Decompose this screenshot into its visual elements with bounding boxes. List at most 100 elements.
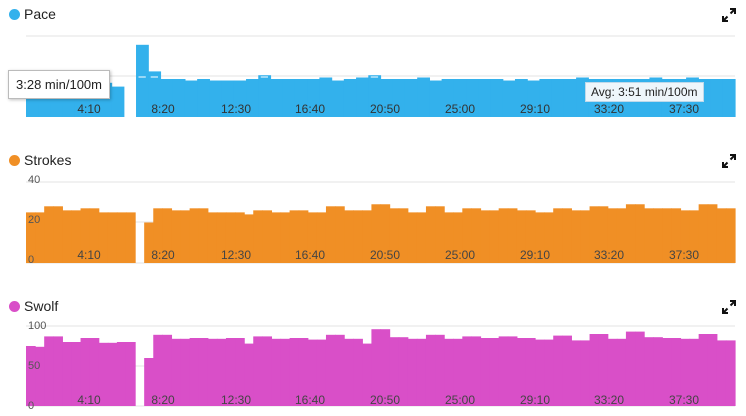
strokes-bar bbox=[125, 212, 136, 264]
strokes-panel: Strokes 40 20 0 4:10 8:20 12:30 16:40 20:50 25:0… bbox=[0, 146, 746, 276]
strokes-bar bbox=[298, 210, 309, 263]
swolf-bar bbox=[44, 336, 54, 406]
x-tick-label: 20:50 bbox=[370, 102, 400, 116]
swolf-bar bbox=[662, 338, 672, 406]
y-tick-label: 100 bbox=[28, 320, 46, 332]
swolf-bar bbox=[298, 338, 309, 406]
strokes-bar bbox=[162, 208, 173, 263]
pace-bar bbox=[319, 77, 333, 117]
swolf-bar bbox=[125, 342, 136, 406]
strokes-legend-dot bbox=[9, 155, 20, 166]
strokes-bar bbox=[516, 210, 527, 263]
strokes-bar bbox=[435, 206, 445, 263]
strokes-bar bbox=[80, 208, 91, 263]
strokes-bar bbox=[98, 212, 109, 264]
strokes-header: Strokes bbox=[0, 146, 746, 170]
pace-bar bbox=[429, 80, 443, 117]
strokes-bar bbox=[553, 208, 563, 263]
swolf-bar bbox=[598, 334, 609, 406]
pace-bar bbox=[539, 79, 553, 117]
strokes-bar bbox=[444, 212, 454, 264]
pace-bar bbox=[356, 77, 369, 117]
swolf-bar bbox=[271, 338, 282, 406]
strokes-bar bbox=[498, 208, 509, 263]
swolf-bar bbox=[607, 338, 618, 406]
pace-bar bbox=[160, 79, 174, 117]
swolf-bar bbox=[416, 338, 427, 406]
strokes-bar bbox=[207, 212, 218, 264]
swolf-bar bbox=[425, 334, 436, 406]
pace-bar bbox=[258, 75, 272, 117]
pace-bar bbox=[514, 79, 528, 117]
swolf-bar bbox=[207, 338, 218, 406]
pace-bar bbox=[294, 79, 308, 117]
y-tick-label: 20 bbox=[28, 214, 40, 226]
pace-title: Pace bbox=[24, 6, 56, 22]
swolf-bar bbox=[516, 338, 527, 406]
swolf-bar bbox=[698, 334, 709, 406]
strokes-bar bbox=[525, 210, 536, 263]
swolf-bar bbox=[380, 329, 391, 406]
strokes-bar bbox=[689, 210, 700, 263]
pace-chart: 4:10 8:20 12:30 16:40 20:50 25:00 29:10 33:20 37… bbox=[26, 35, 736, 117]
strokes-bar bbox=[389, 208, 400, 263]
pace-bar bbox=[527, 80, 541, 117]
pace-bar bbox=[172, 79, 186, 117]
swolf-bar bbox=[62, 342, 73, 406]
strokes-bar bbox=[571, 210, 582, 263]
strokes-bar bbox=[144, 222, 154, 263]
swolf-bar bbox=[153, 334, 163, 406]
x-tick-label: 25:00 bbox=[445, 393, 475, 407]
swolf-bar bbox=[707, 334, 718, 406]
swolf-bar bbox=[26, 346, 36, 406]
strokes-bar bbox=[71, 210, 82, 263]
pace-bar bbox=[502, 80, 516, 117]
strokes-bar bbox=[635, 204, 645, 263]
pace-bar bbox=[368, 75, 382, 117]
x-tick-label: 25:00 bbox=[445, 102, 475, 116]
strokes-bar bbox=[235, 212, 245, 264]
swolf-bar bbox=[616, 338, 627, 406]
pace-bar bbox=[490, 79, 504, 117]
strokes-bar bbox=[507, 208, 518, 263]
x-tick-label: 33:20 bbox=[594, 393, 624, 407]
swolf-bar bbox=[689, 338, 700, 406]
swolf-panel: Swolf 100 50 0 4:10 8:20 12:30 16:40 20:50 25:00… bbox=[0, 292, 746, 416]
swolf-bar bbox=[644, 337, 654, 406]
strokes-bar bbox=[589, 206, 600, 263]
pace-bar bbox=[380, 79, 394, 117]
strokes-title: Strokes bbox=[24, 152, 72, 168]
strokes-bar bbox=[107, 212, 118, 264]
swolf-bar bbox=[716, 340, 727, 406]
y-tick-label: 40 bbox=[28, 174, 40, 186]
expand-icon[interactable] bbox=[722, 8, 736, 22]
swolf-bar bbox=[162, 334, 173, 406]
pace-bar bbox=[233, 80, 247, 117]
swolf-bar bbox=[253, 336, 263, 406]
pace-bar bbox=[331, 80, 345, 117]
x-tick-label: 16:40 bbox=[295, 248, 325, 262]
swolf-bar bbox=[589, 334, 600, 406]
swolf-bar bbox=[171, 338, 182, 406]
strokes-bar bbox=[153, 208, 163, 263]
expand-icon[interactable] bbox=[722, 300, 736, 314]
swolf-bar bbox=[725, 340, 736, 406]
strokes-bar bbox=[407, 212, 418, 264]
swolf-bar bbox=[80, 338, 91, 406]
swolf-bar bbox=[435, 334, 445, 406]
swolf-bar bbox=[371, 329, 382, 406]
strokes-bar bbox=[471, 208, 482, 263]
strokes-bar bbox=[716, 208, 727, 263]
strokes-bar bbox=[580, 210, 591, 263]
strokes-bar bbox=[335, 206, 345, 263]
strokes-bar bbox=[35, 212, 45, 264]
strokes-bar bbox=[198, 208, 209, 263]
x-tick-label: 25:00 bbox=[445, 248, 475, 262]
strokes-bar bbox=[271, 212, 282, 264]
strokes-bar bbox=[535, 212, 545, 264]
swolf-bar bbox=[289, 338, 300, 406]
expand-icon[interactable] bbox=[722, 154, 736, 168]
x-tick-label: 4:10 bbox=[77, 102, 101, 116]
swolf-bar bbox=[562, 335, 572, 406]
pace-bar bbox=[466, 79, 479, 117]
